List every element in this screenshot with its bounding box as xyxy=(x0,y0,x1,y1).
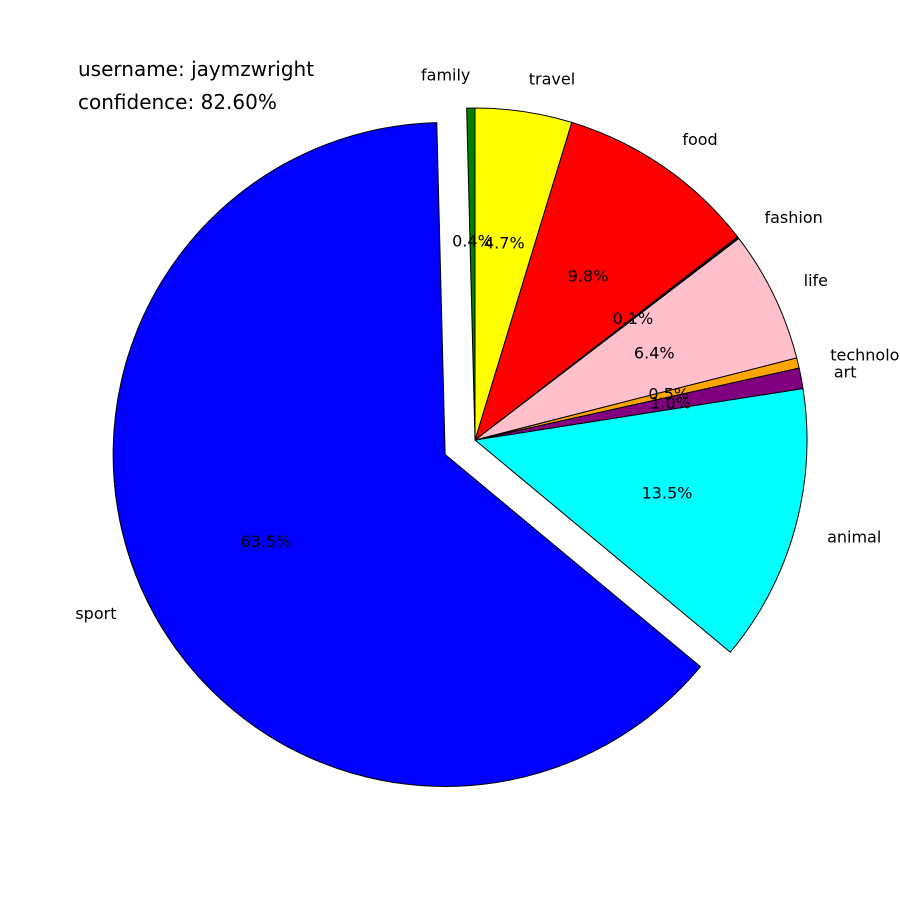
pie-category-label-life: life xyxy=(804,271,828,290)
pie-category-label-fashion: fashion xyxy=(764,208,822,227)
pie-category-label-art: art xyxy=(834,363,857,382)
pie-slices xyxy=(113,108,807,786)
pie-category-label-sport: sport xyxy=(75,604,116,623)
pie-category-label-food: food xyxy=(682,130,717,149)
pie-slice-family xyxy=(467,108,475,440)
pie-percent-label-animal: 13.5% xyxy=(642,483,693,502)
pie-percent-label-fashion: 0.1% xyxy=(613,309,654,328)
pie-percent-label-technology: 0.5% xyxy=(648,384,689,403)
pie-percent-label-travel: 4.7% xyxy=(484,233,525,252)
pie-category-label-family: family xyxy=(421,65,470,84)
pie-percent-label-sport: 63.5% xyxy=(240,532,291,551)
pie-category-label-animal: animal xyxy=(827,528,881,547)
pie-category-label-travel: travel xyxy=(529,69,575,88)
pie-percent-label-life: 6.4% xyxy=(634,344,675,363)
pie-category-label-technology: technology xyxy=(830,346,900,365)
pie-percent-label-food: 9.8% xyxy=(568,267,609,286)
